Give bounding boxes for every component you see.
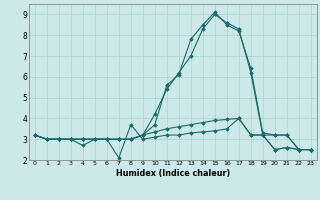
X-axis label: Humidex (Indice chaleur): Humidex (Indice chaleur) bbox=[116, 169, 230, 178]
